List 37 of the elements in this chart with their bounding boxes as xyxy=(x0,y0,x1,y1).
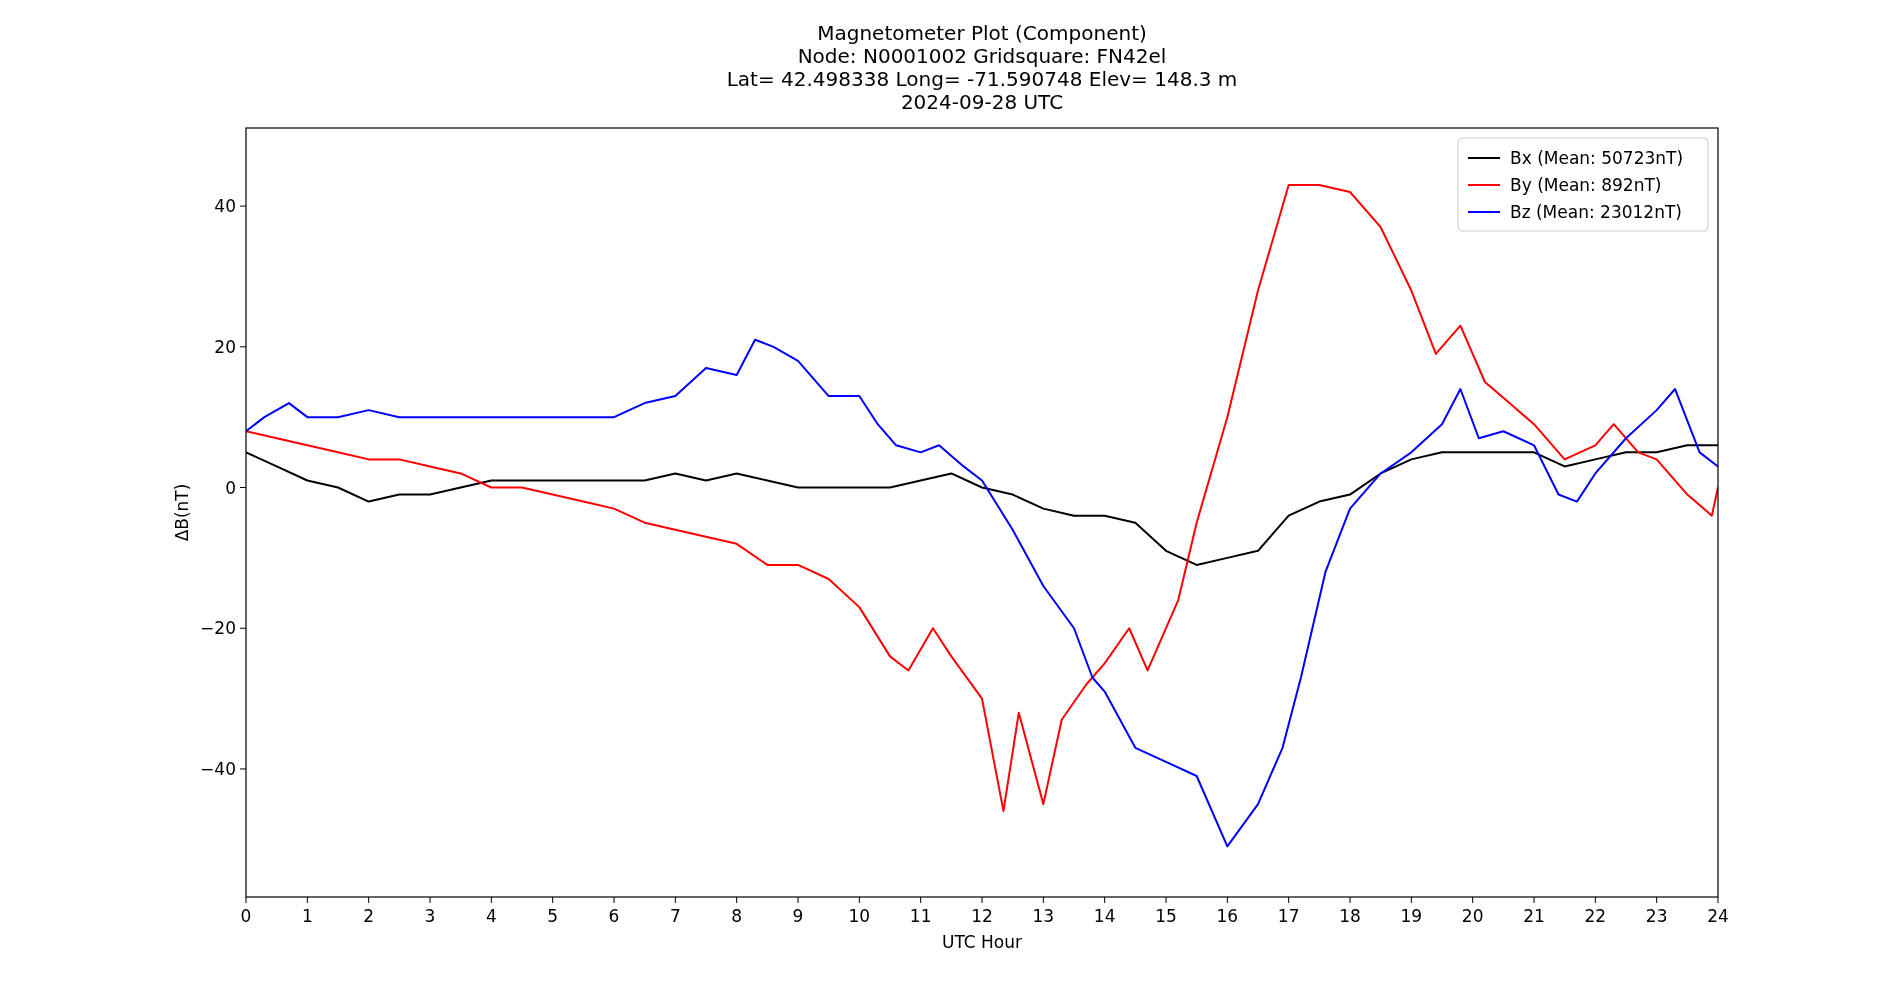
y-tick-label: −20 xyxy=(200,618,236,639)
y-tick-label: 40 xyxy=(214,196,236,217)
x-tick-label: 21 xyxy=(1523,906,1545,926)
x-tick-label: 20 xyxy=(1461,906,1484,926)
y-tick-label: 20 xyxy=(214,336,236,357)
x-tick-label: 4 xyxy=(485,906,497,926)
x-tick-label: 0 xyxy=(240,906,252,926)
x-tick-label: 11 xyxy=(909,906,932,926)
x-tick-label: 23 xyxy=(1645,906,1668,926)
x-tick-label: 15 xyxy=(1155,906,1177,926)
x-tick-label: 10 xyxy=(848,906,871,926)
x-tick-label: 9 xyxy=(792,906,804,926)
legend-label: Bx (Mean: 50723nT) xyxy=(1510,148,1684,168)
legend-label: Bz (Mean: 23012nT) xyxy=(1510,202,1682,222)
y-axis-title: ΔB(nT) xyxy=(172,483,192,542)
x-tick-label: 24 xyxy=(1707,906,1729,926)
x-tick-label: 6 xyxy=(608,906,620,926)
chart-title: Magnetometer Plot (Component) Node: N0001002 Gridsquare: FN42el Lat= 42.498338 Long= -71.590748 Elev= 148.3 m 2024-09-28 UTC xyxy=(726,21,1238,114)
x-tick-label: 12 xyxy=(971,906,993,926)
legend-label: By (Mean: 892nT) xyxy=(1510,175,1662,195)
y-tick-label: −40 xyxy=(200,758,236,779)
x-tick-label: 18 xyxy=(1339,906,1361,926)
y-tick-label: 0 xyxy=(225,477,236,498)
x-tick-label: 14 xyxy=(1093,906,1116,926)
x-tick-label: 8 xyxy=(731,906,743,926)
x-tick-label: 2 xyxy=(363,906,375,926)
x-axis-title: UTC Hour xyxy=(941,932,1023,952)
x-tick-label: 17 xyxy=(1277,906,1300,926)
x-tick-label: 16 xyxy=(1216,906,1239,926)
x-tick-label: 19 xyxy=(1400,906,1423,926)
line-series xyxy=(246,338,1718,848)
x-tick-label: 1 xyxy=(301,906,313,926)
x-tick-label: 3 xyxy=(424,906,436,926)
x-tick-label: 5 xyxy=(547,906,559,926)
x-tick-label: 13 xyxy=(1032,906,1055,926)
x-tick-label: 7 xyxy=(669,906,681,926)
x-tick-label: 22 xyxy=(1584,906,1607,926)
